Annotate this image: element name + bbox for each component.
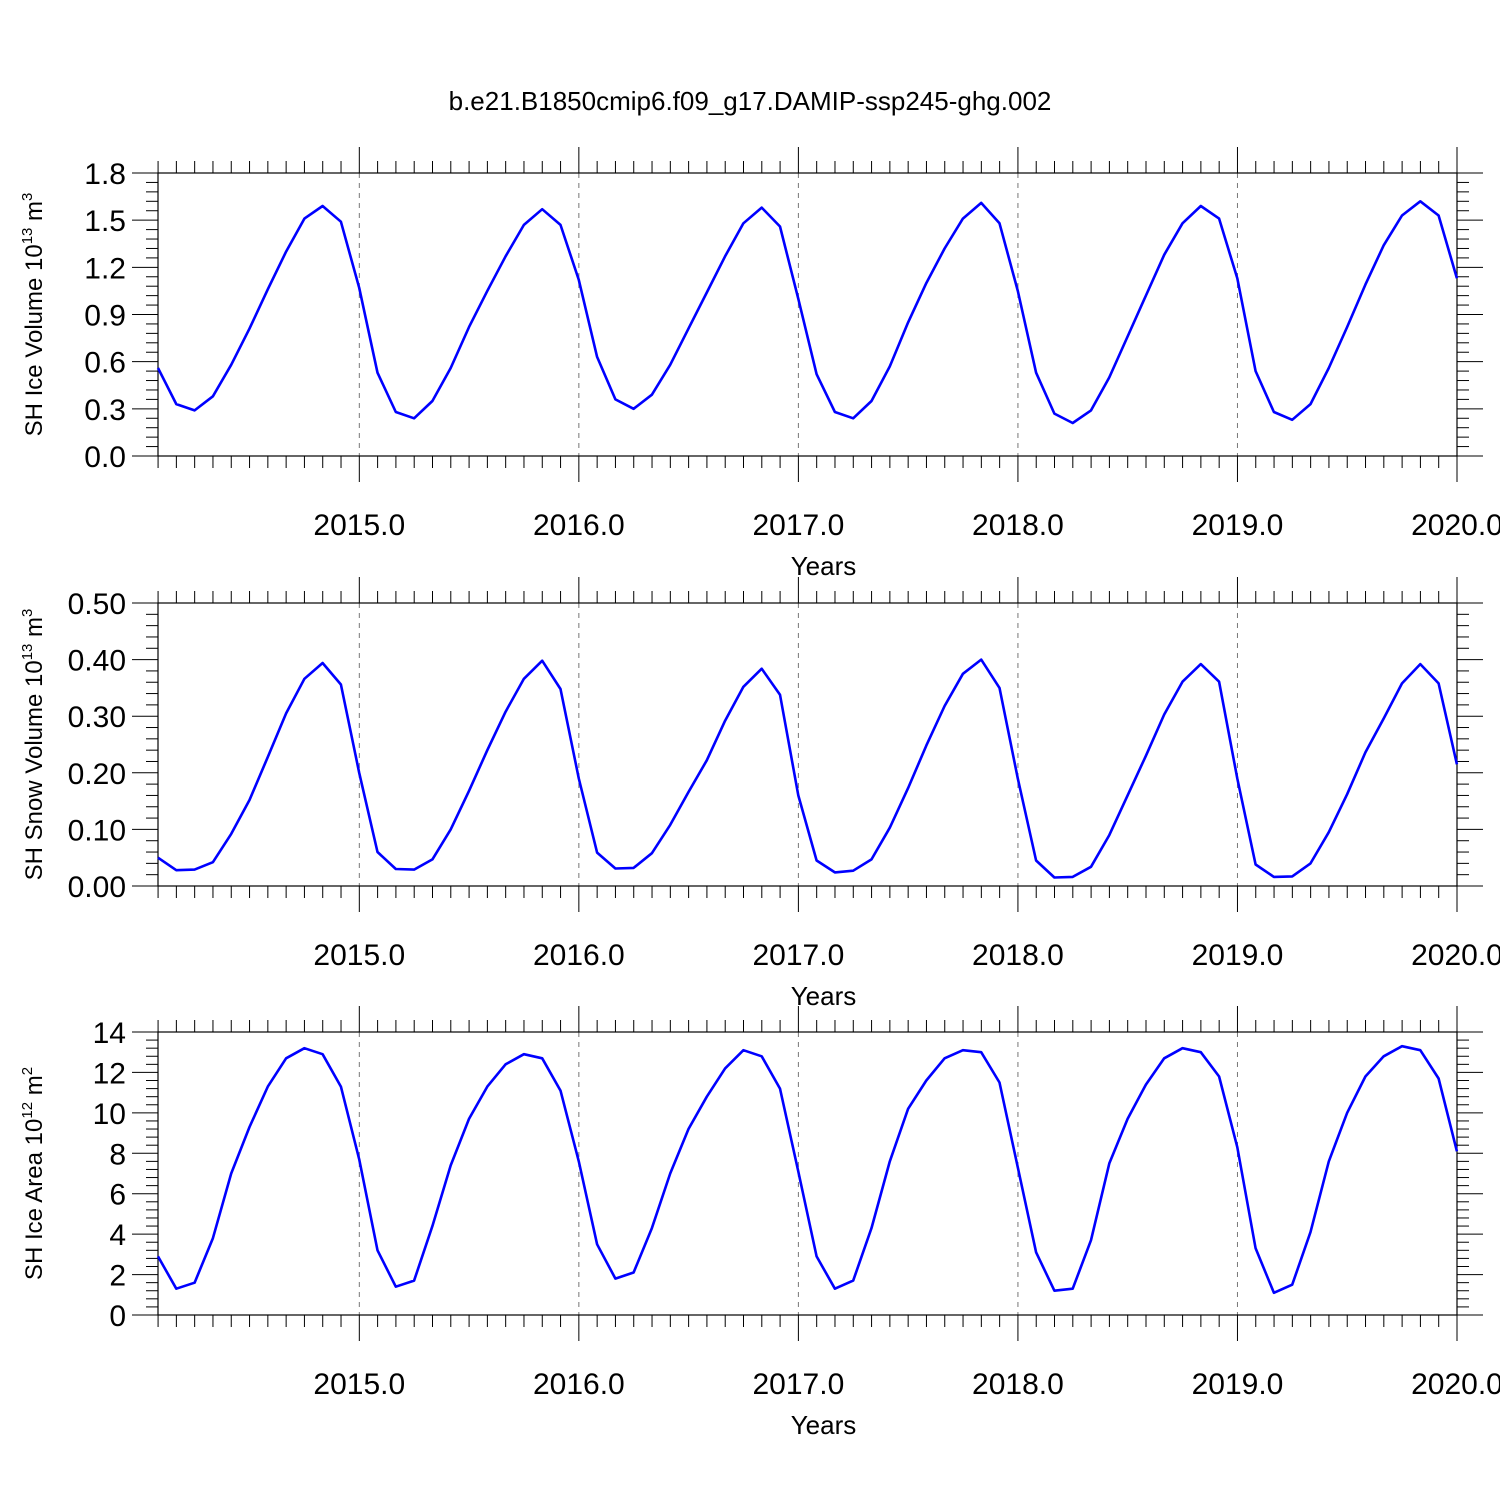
y-tick-label: 4: [109, 1219, 126, 1252]
series-line: [156, 200, 1459, 425]
x-tick-label: 2019.0: [1192, 1368, 1284, 1401]
y-axis-label-exponent: 13: [19, 228, 36, 245]
x-tick-label: 2017.0: [753, 939, 845, 972]
y-axis-label: SH Ice Area 1012 m2: [19, 1067, 48, 1280]
y-tick-label: 0.0: [84, 441, 126, 474]
y-tick-label: 14: [93, 1017, 126, 1050]
y-tick-label: 1.5: [84, 205, 126, 238]
y-axis-label-unit-exponent: 2: [19, 1067, 36, 1075]
x-tick-label: 2018.0: [972, 509, 1064, 542]
x-tick-label: 2015.0: [313, 939, 405, 972]
y-tick-label: 8: [109, 1138, 126, 1171]
x-tick-label: 2016.0: [533, 939, 625, 972]
y-axis-label-main: SH Snow Volume 10: [21, 660, 48, 880]
x-tick-label: 2019.0: [1192, 509, 1284, 542]
y-axis-label: SH Snow Volume 1013 m3: [19, 609, 48, 881]
y-tick-label: 0.00: [68, 871, 126, 904]
panel-2: 0.00 0.10 0.20 0.30 0.40 0.50 2015.0 2016.0 2017…: [19, 577, 1500, 1011]
y-tick-label: 0.50: [68, 588, 126, 621]
y-axis-label-unit: m: [21, 617, 48, 644]
y-axis-label-unit-exponent: 3: [19, 193, 36, 201]
x-tick-label: 2017.0: [753, 509, 845, 542]
y-axis-label-exponent: 13: [19, 644, 36, 661]
series-line: [157, 658, 1459, 879]
y-axis-label-main: SH Ice Area 10: [21, 1119, 48, 1280]
x-tick-label: 2016.0: [533, 509, 625, 542]
y-tick-label: 10: [93, 1098, 126, 1131]
figure-title: b.e21.B1850cmip6.f09_g17.DAMIP-ssp245-gh…: [449, 86, 1052, 116]
y-tick-label: 0.6: [84, 347, 126, 380]
x-tick-label: 2015.0: [313, 1368, 405, 1401]
y-tick-label: 2: [109, 1260, 126, 1293]
y-axis-label-unit-exponent: 3: [19, 609, 36, 617]
x-tick-label: 2020.0: [1411, 939, 1500, 972]
x-tick-label: 2020.0: [1411, 509, 1500, 542]
y-tick-label: 0.40: [68, 645, 126, 678]
y-tick-label: 0.10: [68, 814, 126, 847]
x-tick-label: 2017.0: [753, 1368, 845, 1401]
y-tick-label: 0: [109, 1300, 126, 1333]
y-axis-label-exponent: 12: [19, 1102, 36, 1119]
x-tick-label: 2019.0: [1192, 939, 1284, 972]
y-tick-label: 12: [93, 1057, 126, 1090]
x-axis-label: Years: [791, 1410, 857, 1440]
y-tick-label: 0.9: [84, 300, 126, 333]
y-tick-label: 0.30: [68, 701, 126, 734]
plot-frame: [157, 602, 1458, 887]
x-tick-label: 2018.0: [972, 939, 1064, 972]
y-axis-label: SH Ice Volume 1013 m3: [19, 193, 48, 437]
panels: 0.0 0.3 0.6 0.9 1.2 1.5 1.8 2015.0 2016.0 2017.0 2…: [19, 147, 1500, 1440]
x-axis-label: Years: [791, 981, 857, 1011]
x-tick-label: 2020.0: [1411, 1368, 1500, 1401]
x-axis-label: Years: [791, 551, 857, 581]
x-tick-label: 2015.0: [313, 509, 405, 542]
panel-3: 0 2 4 6 8 10 12 14 2015.0 2016.0 2017.0 2018.0 2019.…: [19, 1006, 1500, 1440]
panel-1: 0.0 0.3 0.6 0.9 1.2 1.5 1.8 2015.0 2016.0 2017.0 2…: [19, 147, 1500, 581]
y-axis-label-main: SH Ice Volume 10: [21, 244, 48, 436]
y-tick-label: 6: [109, 1179, 126, 1212]
y-tick-label: 1.8: [84, 158, 126, 191]
y-tick-label: 1.2: [84, 252, 126, 285]
y-tick-label: 0.20: [68, 758, 126, 791]
y-tick-label: 0.3: [84, 394, 126, 427]
y-axis-label-unit: m: [21, 201, 48, 228]
x-tick-label: 2018.0: [972, 1368, 1064, 1401]
series-line: [156, 1044, 1459, 1295]
plot-frame: [157, 1031, 1458, 1316]
y-axis-label-unit: m: [21, 1075, 48, 1102]
x-tick-label: 2016.0: [533, 1368, 625, 1401]
